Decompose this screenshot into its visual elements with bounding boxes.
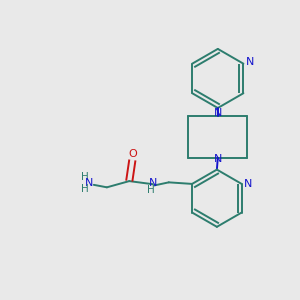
Text: N: N: [214, 108, 222, 118]
Text: H: H: [81, 172, 89, 182]
Text: N: N: [246, 57, 254, 67]
Text: H: H: [146, 185, 154, 195]
Text: H: H: [81, 184, 89, 194]
Text: N: N: [244, 179, 253, 189]
Text: N: N: [85, 178, 94, 188]
Text: N: N: [214, 154, 222, 164]
Text: N: N: [149, 178, 157, 188]
Text: O: O: [128, 149, 137, 159]
